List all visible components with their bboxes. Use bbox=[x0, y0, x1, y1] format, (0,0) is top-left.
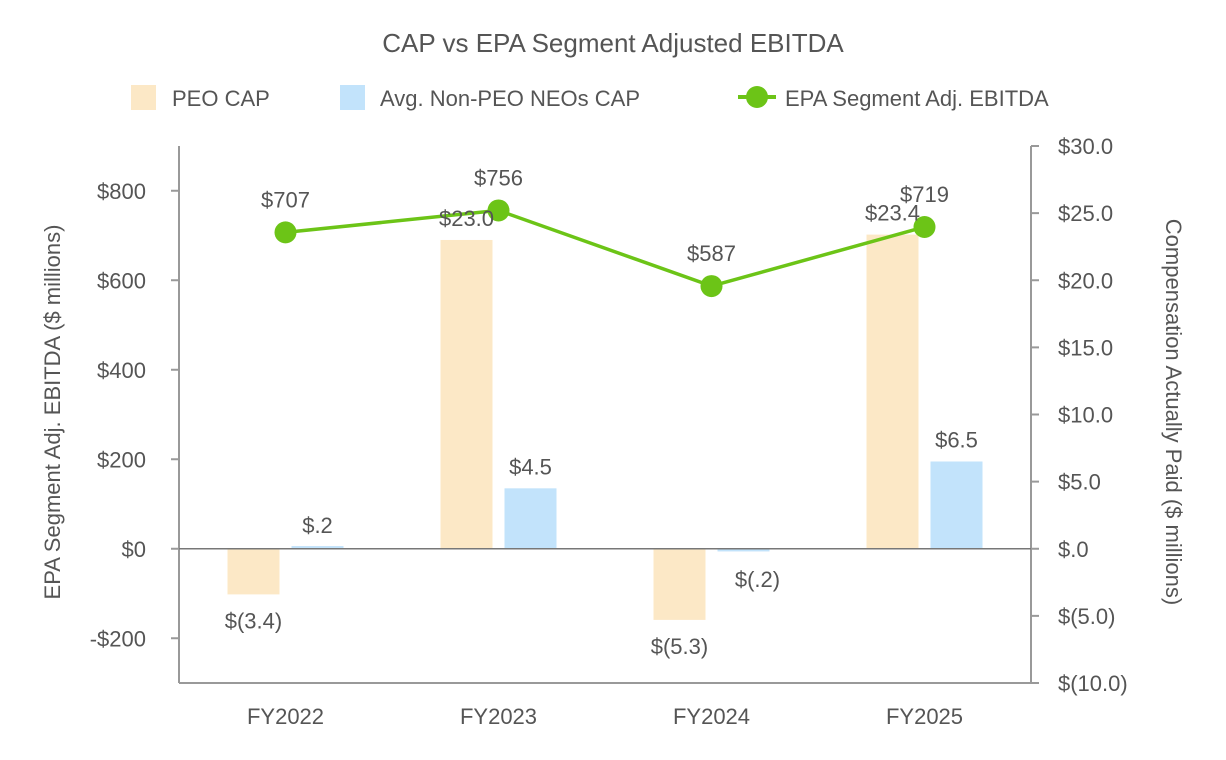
ebitda-point bbox=[700, 275, 723, 298]
non-peo-cap-value-label: $.2 bbox=[302, 513, 333, 538]
ebitda-value-label: $756 bbox=[474, 165, 523, 190]
peo-cap-bar bbox=[866, 234, 919, 549]
legend-swatch-non-peo-cap bbox=[340, 85, 365, 110]
left-tick-label: $400 bbox=[97, 358, 146, 383]
ebitda-value-label: $707 bbox=[261, 187, 310, 212]
legend-label-non-peo-cap: Avg. Non-PEO NEOs CAP bbox=[380, 86, 640, 111]
chart-title: CAP vs EPA Segment Adjusted EBITDA bbox=[382, 28, 844, 58]
peo-cap-value-label: $(5.3) bbox=[651, 634, 708, 659]
non-peo-cap-bar bbox=[930, 461, 983, 549]
peo-cap-value-label: $23.0 bbox=[439, 206, 494, 231]
left-tick-label: -$200 bbox=[90, 626, 146, 651]
left-axis-title: EPA Segment Adj. EBITDA ($ millions) bbox=[40, 225, 65, 600]
ebitda-point bbox=[913, 215, 936, 238]
non-peo-cap-bar bbox=[504, 488, 557, 549]
ebitda-value-label: $719 bbox=[900, 182, 949, 207]
peo-cap-value-label: $(3.4) bbox=[225, 608, 282, 633]
right-tick-label: $5.0 bbox=[1058, 470, 1101, 495]
non-peo-cap-value-label: $6.5 bbox=[935, 427, 978, 452]
right-tick-label: $(5.0) bbox=[1058, 604, 1115, 629]
left-tick-label: $600 bbox=[97, 268, 146, 293]
non-peo-cap-value-label: $4.5 bbox=[509, 454, 552, 479]
right-tick-label: $.0 bbox=[1058, 537, 1089, 562]
legend: PEO CAP Avg. Non-PEO NEOs CAP EPA Segmen… bbox=[131, 85, 1049, 111]
ebitda-point bbox=[487, 199, 510, 222]
legend-label-peo-cap: PEO CAP bbox=[172, 86, 270, 111]
non-peo-cap-value-label: $(.2) bbox=[735, 567, 780, 592]
right-tick-label: $(10.0) bbox=[1058, 671, 1128, 696]
right-tick-label: $25.0 bbox=[1058, 201, 1113, 226]
right-tick-label: $15.0 bbox=[1058, 335, 1113, 360]
peo-cap-bar bbox=[227, 548, 280, 595]
right-tick-label: $20.0 bbox=[1058, 268, 1113, 293]
ebitda-value-label: $587 bbox=[687, 241, 736, 266]
non-peo-cap-bar bbox=[717, 548, 770, 552]
left-tick-label: $0 bbox=[122, 537, 146, 562]
ebitda-point bbox=[274, 221, 297, 244]
category-label: FY2022 bbox=[247, 704, 324, 729]
right-tick-label: $10.0 bbox=[1058, 403, 1113, 428]
ebitda-line bbox=[285, 208, 925, 288]
category-label: FY2023 bbox=[460, 704, 537, 729]
left-tick-label: $800 bbox=[97, 179, 146, 204]
legend-label-ebitda: EPA Segment Adj. EBITDA bbox=[785, 86, 1049, 111]
peo-cap-bar bbox=[653, 548, 706, 620]
category-label: FY2024 bbox=[673, 704, 750, 729]
peo-cap-bar bbox=[440, 239, 493, 549]
legend-marker-ebitda bbox=[746, 86, 768, 108]
right-axis-title: Compensation Actually Paid ($ millions) bbox=[1161, 219, 1186, 605]
right-tick-label: $30.0 bbox=[1058, 134, 1113, 159]
non-peo-cap-bar bbox=[291, 546, 344, 549]
left-tick-label: $200 bbox=[97, 447, 146, 472]
legend-swatch-peo-cap bbox=[131, 85, 156, 110]
peo-cap-value-label: $23.4 bbox=[865, 201, 920, 226]
category-label: FY2025 bbox=[886, 704, 963, 729]
